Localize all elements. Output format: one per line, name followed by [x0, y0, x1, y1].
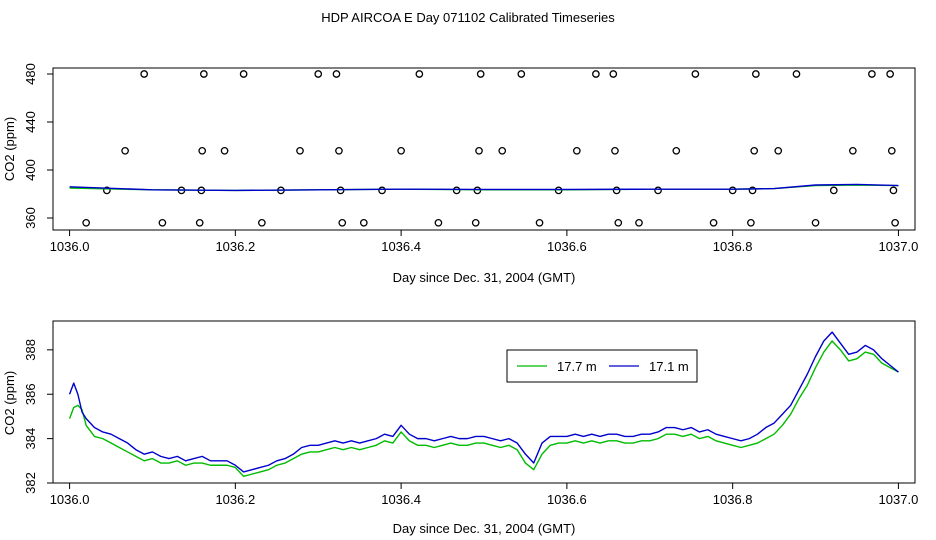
scatter-point — [476, 70, 485, 78]
bottom-x-tick-label: 1036.6 — [547, 492, 587, 507]
series-line-blue — [69, 183, 899, 192]
scatter-point — [200, 70, 208, 78]
scatter-point — [774, 146, 783, 155]
top-y-tick-label: 360 — [23, 207, 38, 229]
top-x-tick-label: 1036.0 — [50, 239, 90, 254]
scatter-point — [471, 218, 480, 227]
bottom-series-lines — [68, 331, 899, 478]
legend-label-17-7: 17.7 m — [557, 359, 597, 374]
scatter-point — [378, 186, 386, 195]
series-line-17-1-m — [68, 331, 899, 473]
top-x-tick-label: 1037.0 — [879, 239, 919, 254]
bottom-x-tick-label: 1037.0 — [879, 492, 919, 507]
bottom-y-tick-label: 382 — [23, 472, 38, 494]
bottom-y-tick-label: 388 — [23, 339, 38, 361]
scatter-point — [140, 70, 149, 78]
bottom-x-axis: 1036.0 1036.2 1036.4 1036.6 1036.8 1037.0 — [50, 482, 919, 507]
scatter-point — [691, 70, 700, 78]
scatter-point — [889, 186, 898, 195]
bottom-x-tick-label: 1036.4 — [381, 492, 421, 507]
scatter-point — [158, 218, 167, 227]
scatter-point — [535, 218, 544, 227]
top-x-tick-label: 1036.8 — [713, 239, 753, 254]
scatter-point — [517, 70, 526, 78]
legend-label-17-1: 17.1 m — [649, 359, 689, 374]
top-y-label: CO2 (ppm) — [2, 117, 17, 181]
scatter-point — [335, 146, 343, 155]
scatter-point — [886, 70, 894, 78]
scatter-point — [452, 186, 461, 195]
scatter-point — [592, 70, 600, 78]
top-x-tick-label: 1036.4 — [381, 239, 421, 254]
bottom-x-tick-label: 1036.8 — [713, 492, 753, 507]
bottom-panel: 1036.0 1036.2 1036.4 1036.6 1036.8 1037.0 382… — [2, 320, 919, 536]
scatter-point — [887, 146, 896, 155]
scatter-point — [258, 218, 266, 227]
legend: 17.7 m 17.1 m — [506, 349, 698, 383]
page-title: HDP AIRCOA E Day 071102 Calibrated Times… — [321, 10, 615, 25]
scatter-point — [220, 146, 229, 155]
scatter-point — [752, 70, 760, 78]
scatter-point — [195, 218, 204, 227]
scatter-point — [314, 70, 323, 78]
scatter-point — [475, 146, 483, 155]
top-plot-frame — [52, 67, 916, 231]
bottom-y-label: CO2 (ppm) — [2, 371, 17, 435]
scatter-point — [103, 186, 111, 195]
top-x-tick-label: 1036.6 — [547, 239, 587, 254]
top-y-tick-label: 480 — [23, 63, 38, 85]
scatter-point — [672, 146, 681, 155]
scatter-point — [748, 186, 757, 195]
scatter-point — [338, 218, 347, 227]
scatter-point — [332, 70, 341, 78]
scatter-point — [434, 218, 443, 227]
scatter-point — [82, 218, 91, 227]
top-y-axis: 360 400 440 480 — [23, 63, 54, 229]
scatter-point — [415, 70, 424, 78]
scatter-point — [747, 218, 755, 227]
top-y-tick-label: 440 — [23, 111, 38, 133]
top-panel: 1036.0 1036.2 1036.4 1036.6 1036.8 1037.0 360… — [2, 63, 918, 285]
scatter-point — [891, 218, 899, 227]
scatter-point — [868, 70, 876, 78]
scatter-point — [750, 146, 759, 155]
scatter-point — [811, 218, 820, 227]
bottom-x-tick-label: 1036.0 — [50, 492, 90, 507]
scatter-point — [614, 218, 623, 227]
scatter-point — [654, 186, 662, 195]
top-y-tick-label: 400 — [23, 159, 38, 181]
scatter-point — [239, 70, 248, 78]
bottom-y-tick-label: 386 — [23, 383, 38, 405]
top-series-lines — [69, 183, 899, 192]
scatter-point — [296, 146, 304, 155]
bottom-y-tick-label: 384 — [23, 428, 38, 450]
top-x-tick-label: 1036.2 — [215, 239, 255, 254]
scatter-point — [728, 186, 737, 195]
top-x-label: Day since Dec. 31, 2004 (GMT) — [393, 270, 576, 285]
scatter-point — [572, 146, 581, 155]
scatter-point — [611, 146, 619, 155]
scatter-point — [709, 218, 718, 227]
scatter-point — [198, 146, 207, 155]
bottom-x-tick-label: 1036.2 — [215, 492, 255, 507]
scatter-point — [336, 186, 345, 195]
scatter-point — [829, 186, 838, 195]
scatter-point — [397, 146, 405, 155]
scatter-point — [612, 186, 621, 195]
scatter-point — [848, 146, 857, 155]
bottom-x-label: Day since Dec. 31, 2004 (GMT) — [393, 521, 576, 536]
top-scatter-points — [82, 70, 899, 227]
scatter-point — [635, 218, 643, 227]
scatter-point — [609, 70, 618, 78]
top-x-axis: 1036.0 1036.2 1036.4 1036.6 1036.8 1037.0 — [50, 229, 919, 254]
scatter-point — [121, 146, 129, 155]
scatter-point — [498, 146, 507, 155]
bottom-y-axis: 382 384 386 388 — [23, 339, 54, 494]
scatter-point — [359, 218, 368, 227]
series-line-17-7-m — [68, 340, 899, 478]
scatter-point — [792, 70, 801, 78]
